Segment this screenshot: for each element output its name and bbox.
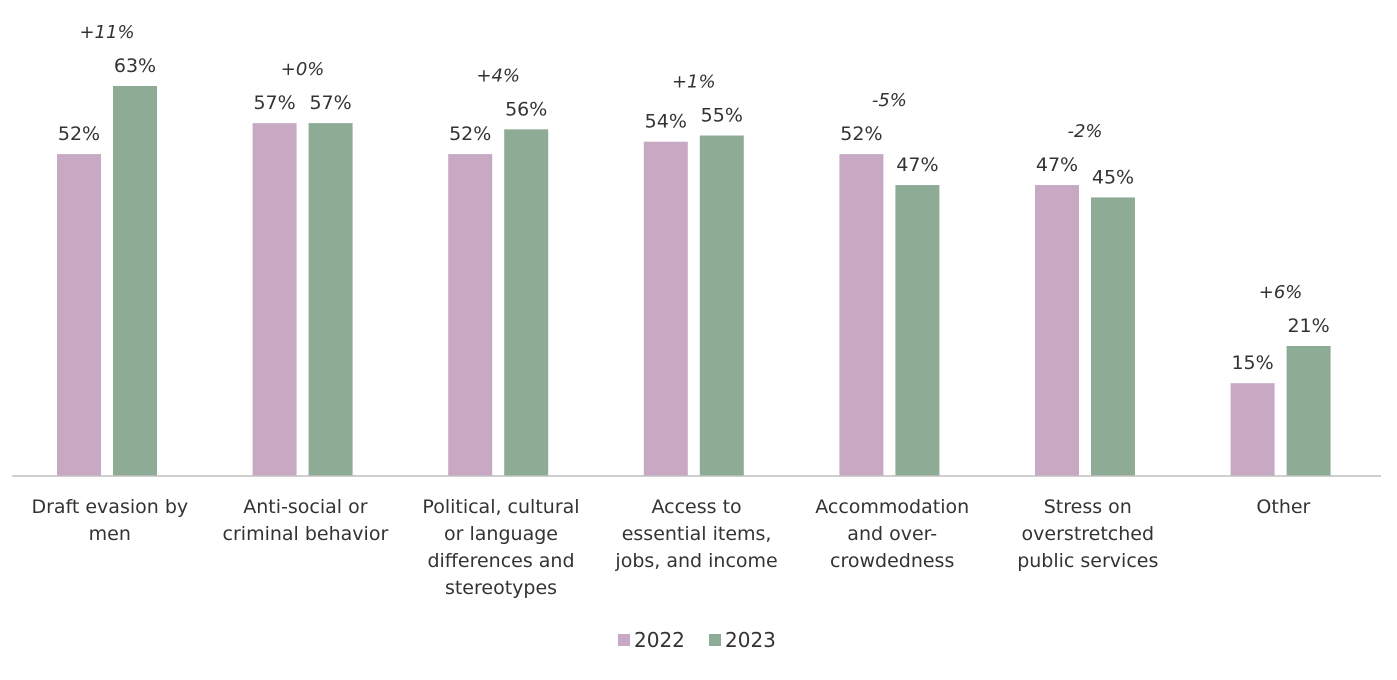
bar-2022-6 <box>1230 383 1275 476</box>
value-label-2022-5: 47% <box>1036 154 1078 176</box>
category-label-0: Draft evasion by men <box>31 496 188 545</box>
change-label-3: +1% <box>672 72 716 93</box>
change-label-1: +0% <box>281 59 325 80</box>
change-label-0: +11% <box>79 22 134 43</box>
bar-2023-0 <box>113 86 157 476</box>
category-label-3: Access to essential items, jobs, and incom… <box>614 496 777 572</box>
legend: 2022 2023 <box>618 628 776 652</box>
legend-label-2022: 2022 <box>634 628 685 652</box>
value-label-2022-4: 52% <box>840 123 882 145</box>
bars-group <box>57 86 1331 477</box>
legend-swatch-2022 <box>618 634 630 646</box>
bar-2022-3 <box>643 141 688 476</box>
bar-2023-4 <box>895 185 940 477</box>
value-label-2023-6: 21% <box>1287 315 1329 337</box>
change-label-6: +6% <box>1259 282 1303 303</box>
value-label-2023-3: 55% <box>701 105 743 127</box>
category-label-4: Accommodation and over-crowdedness <box>815 496 969 572</box>
change-labels-group: +11% +0% +4% +1% -5% -2% +6% <box>79 22 1302 303</box>
category-label-6: Other <box>1256 496 1310 518</box>
change-label-5: -2% <box>1067 121 1102 142</box>
category-label-2: Political, cultural or language difference… <box>422 496 579 599</box>
value-label-2023-2: 56% <box>505 98 547 120</box>
value-label-2023-5: 45% <box>1092 166 1134 188</box>
bar-2022-4 <box>839 154 884 476</box>
change-label-4: -5% <box>872 90 907 111</box>
category-label-1: Anti-social or criminal behavior <box>223 496 389 545</box>
category-labels-group: Draft evasion by men Anti-social or crimina… <box>31 496 1310 599</box>
value-label-2023-1: 57% <box>309 92 351 114</box>
value-label-2023-0: 63% <box>114 55 156 77</box>
bar-2022-0 <box>57 154 101 476</box>
legend-swatch-2023 <box>709 634 721 646</box>
bar-2022-2 <box>448 154 493 476</box>
category-label-5: Stress on overstretched public services <box>1017 496 1158 572</box>
value-label-2022-3: 54% <box>645 111 687 133</box>
bar-2023-1 <box>308 123 353 477</box>
value-label-2022-1: 57% <box>253 92 295 114</box>
value-label-2022-0: 52% <box>58 123 100 145</box>
bar-2023-3 <box>699 135 744 476</box>
bar-2023-5 <box>1091 197 1135 476</box>
bar-2022-5 <box>1035 185 1079 477</box>
value-label-2022-2: 52% <box>449 123 491 145</box>
bar-2022-1 <box>252 123 297 477</box>
value-label-2022-6: 15% <box>1231 352 1273 374</box>
bar-2023-6 <box>1286 346 1331 476</box>
bar-2023-2 <box>504 129 549 477</box>
change-label-2: +4% <box>476 65 520 86</box>
legend-label-2023: 2023 <box>725 628 776 652</box>
value-labels-group: 52% 63% 57% 57% 52% 56% 54% 55% 52% 47% 47% 45% 15% 2… <box>58 55 1330 374</box>
value-label-2023-4: 47% <box>896 154 938 176</box>
